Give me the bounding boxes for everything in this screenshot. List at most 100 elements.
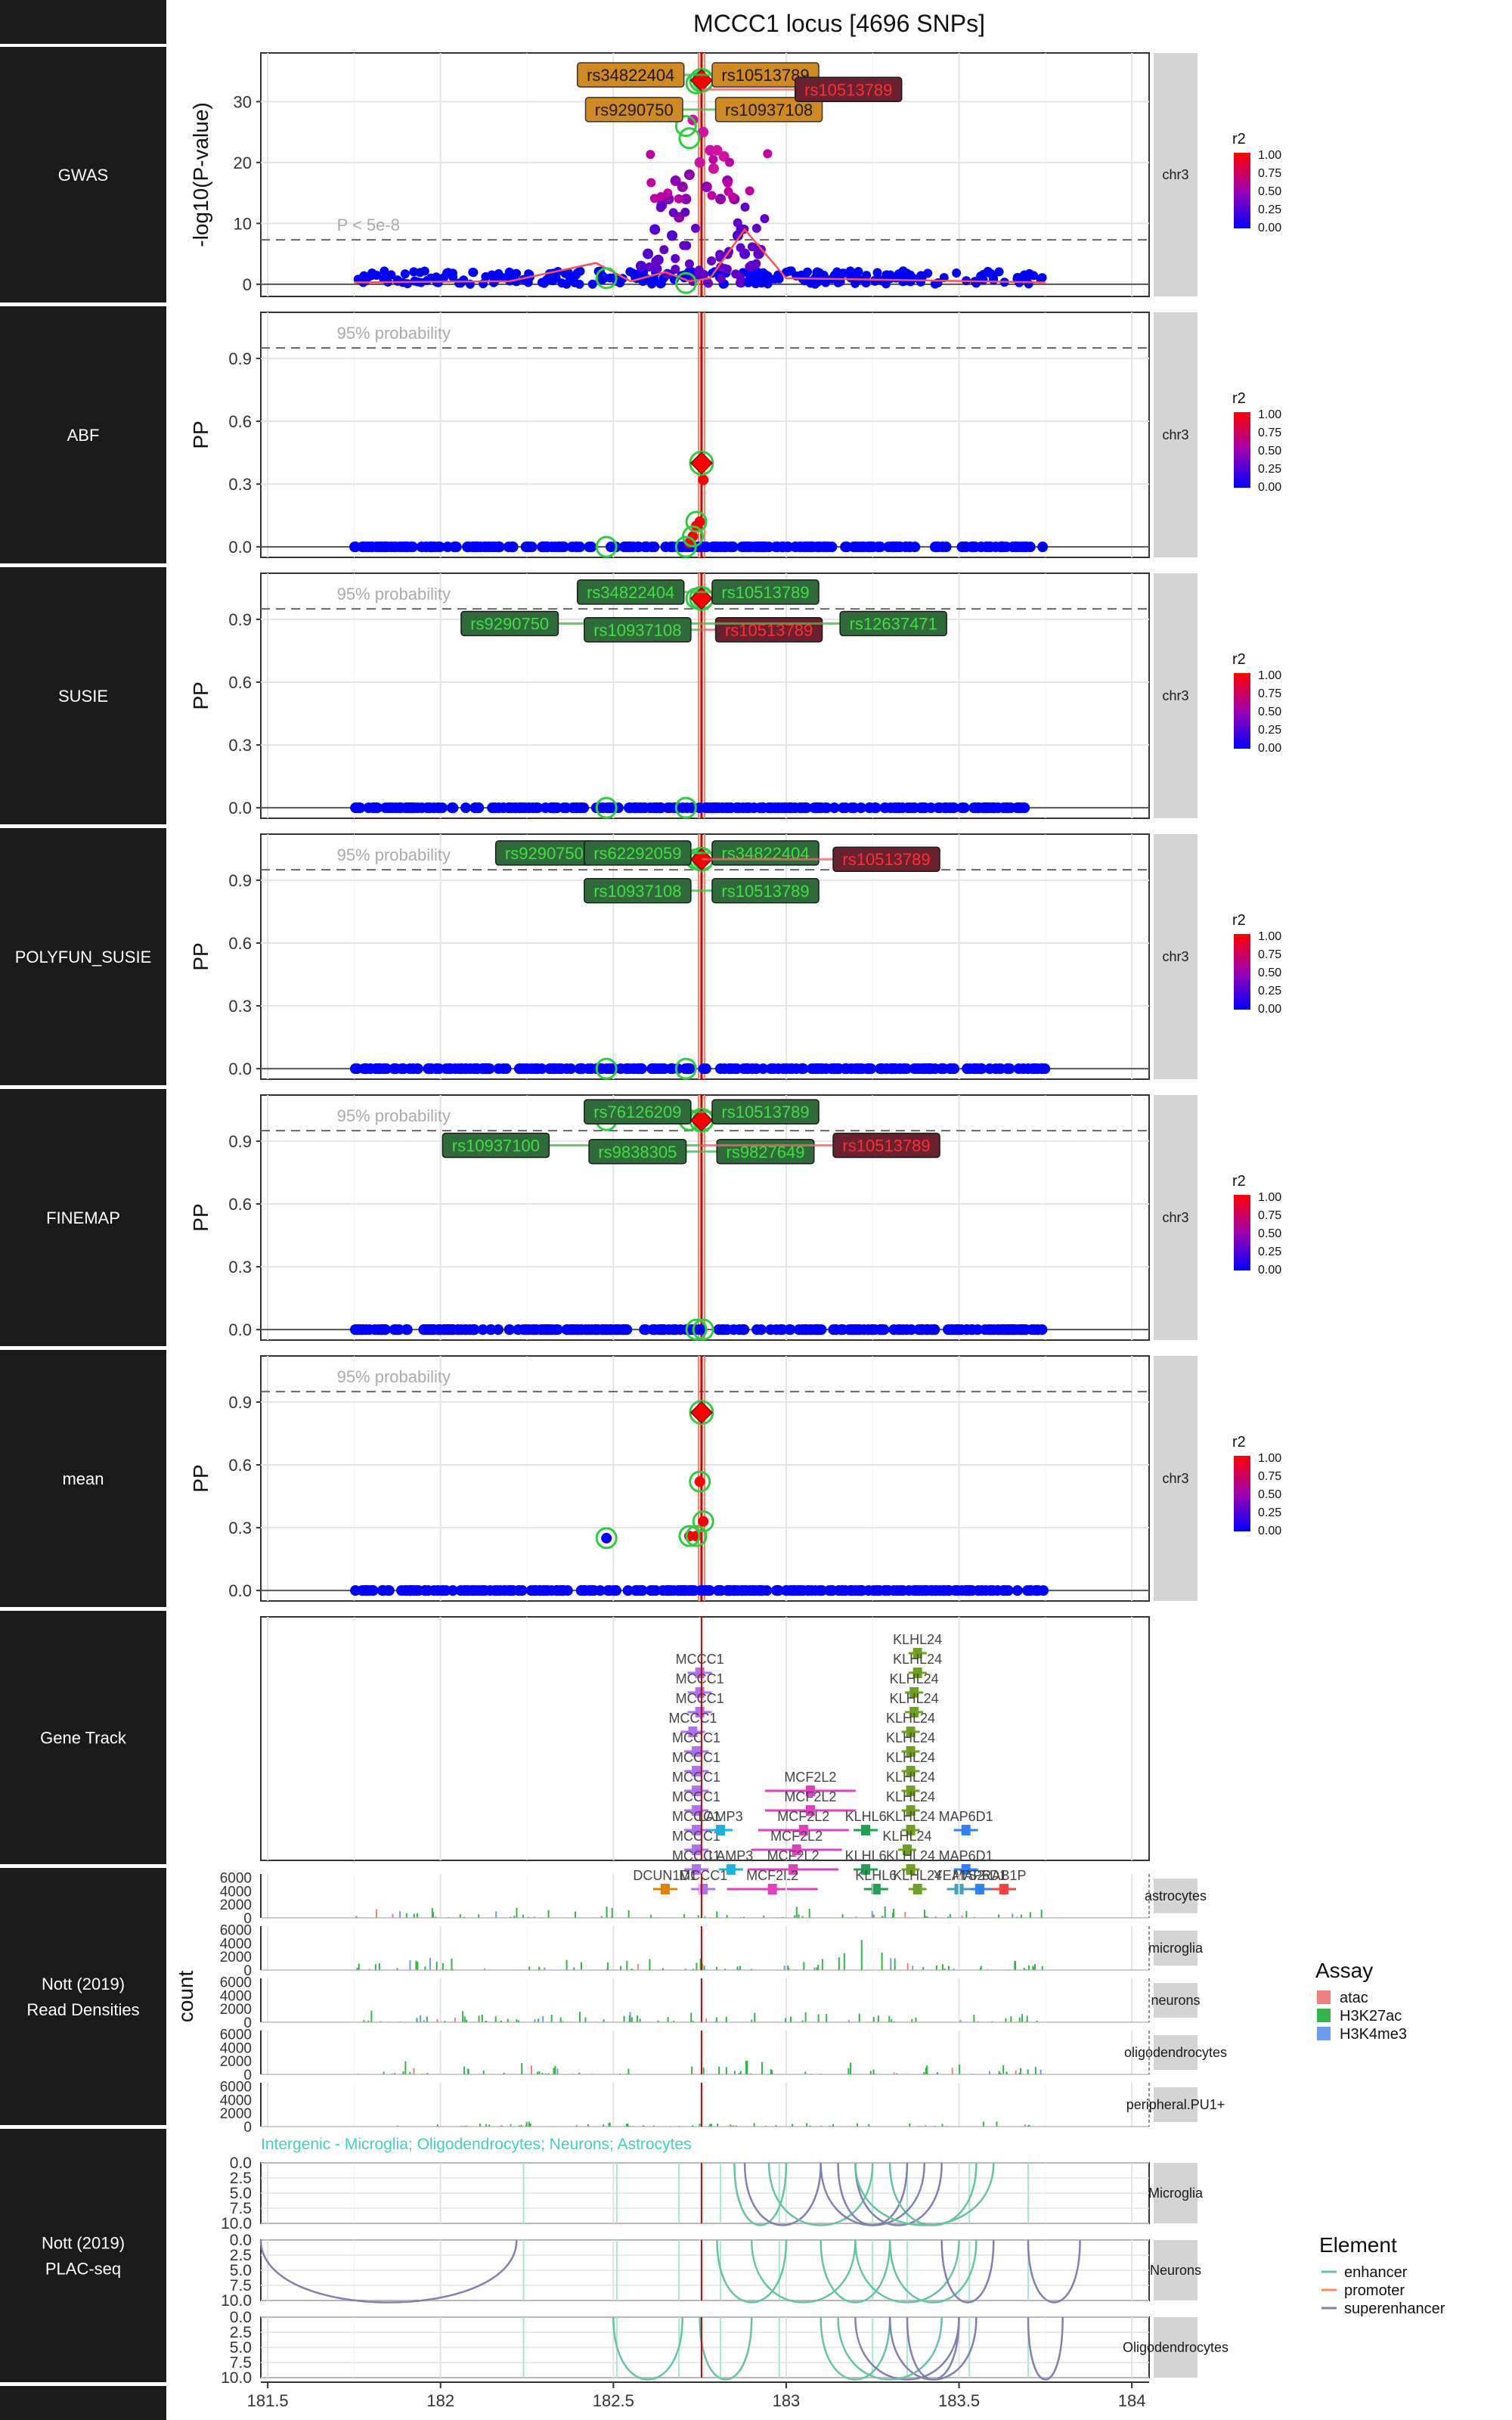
snp-point: [909, 1063, 920, 1075]
gene-exon: [906, 1766, 916, 1776]
snp-point: [813, 802, 824, 814]
y-tick-label: 7.5: [230, 2277, 252, 2294]
gene-label: MCF2L2: [770, 1829, 823, 1844]
snp-point: [656, 191, 666, 201]
snp-point: [979, 1324, 990, 1336]
gene-label: KLHL6: [855, 1868, 897, 1883]
y-tick-label: 6000: [220, 2079, 252, 2095]
gene-label: KLHL24: [893, 1868, 942, 1883]
snp-point: [651, 256, 661, 266]
snp-point: [437, 1585, 448, 1596]
gene-exon: [716, 1825, 726, 1835]
snp-point: [820, 1063, 832, 1075]
snp-point: [814, 1585, 826, 1596]
credible-set-ring: [685, 1525, 708, 1547]
r2-legend-label: 1.00: [1258, 149, 1281, 162]
r2-legend-label: 0.25: [1258, 724, 1281, 737]
y-axis-label: PP: [189, 681, 212, 709]
interaction-arc: [854, 2239, 960, 2304]
snp-point: [795, 541, 806, 553]
x-tick-label: 183.5: [938, 2391, 980, 2410]
panel-strip: [1154, 1879, 1198, 1913]
snp-point: [545, 1324, 556, 1336]
lead-snp-marker: [689, 1109, 713, 1132]
snp-label-text: rs76126209: [593, 1103, 681, 1122]
r2-legend-label: 0.50: [1258, 706, 1281, 718]
snp-point: [453, 1063, 464, 1075]
snp-point: [886, 1063, 897, 1075]
snp-label-text: rs10513789: [721, 1103, 809, 1122]
y-tick-label: 0: [243, 275, 252, 294]
snp-point: [913, 1324, 925, 1336]
snp-point: [358, 1585, 370, 1596]
snp-point: [917, 272, 927, 282]
panel-gene-track: MCCC1 MCCC1 MCCC1 MCCC1 MCCC1 MCCC1 MCCC1 MCCC1…: [260, 1616, 1150, 1894]
gene-exon: [692, 1746, 702, 1757]
snp-point: [500, 1063, 512, 1075]
gene-label: KLHL24: [886, 1711, 935, 1726]
snp-point: [1002, 802, 1013, 814]
y-tick-label: 0.0: [228, 1320, 252, 1339]
snp-point: [773, 1585, 784, 1596]
snp-label: rs10513789: [701, 878, 820, 904]
y-tick-label: 0.3: [228, 475, 252, 494]
snp-point: [424, 1063, 435, 1075]
y-tick-label: 6000: [220, 2027, 252, 2043]
snp-point: [708, 163, 719, 174]
snp-point: [962, 1063, 973, 1075]
snp-point: [736, 243, 745, 253]
snp-point: [725, 157, 735, 167]
strip-label: chr3: [1162, 949, 1188, 964]
snp-point: [803, 267, 813, 277]
snp-point: [899, 1063, 910, 1075]
snp-point: [513, 1324, 524, 1336]
snp-point: [448, 802, 459, 814]
snp-label-box: [832, 1132, 940, 1159]
snp-point: [367, 1585, 379, 1596]
y-tick-label: 0.6: [228, 934, 252, 953]
snp-point: [532, 802, 544, 814]
snp-point: [862, 541, 873, 553]
snp-point: [698, 474, 709, 486]
snp-point: [659, 245, 669, 255]
r2-colorbar: [1234, 1456, 1250, 1531]
snp-point: [829, 802, 840, 814]
snp-point: [861, 278, 871, 288]
y-tick-label: 6000: [220, 1922, 252, 1938]
snp-point: [579, 1585, 590, 1596]
y-tick-label: 5.0: [230, 2185, 252, 2202]
r2-legend-label: 1.00: [1258, 930, 1281, 943]
y-tick-label: 2.5: [230, 2247, 252, 2264]
credible-set-ring: [685, 1318, 708, 1341]
snp-label-text: rs10937108: [593, 882, 681, 901]
snp-point: [823, 1585, 835, 1596]
snp-point: [646, 150, 655, 160]
snp-point: [930, 279, 940, 289]
r2-legend-label: 0.25: [1258, 463, 1281, 476]
panel-finemap: 0.0 0.3 0.6 0.9 PP 95% probability rs76126209 r…: [189, 1094, 1198, 1341]
r2-legend-label: 1.00: [1258, 1452, 1281, 1465]
row-label: Nott (2019): [42, 2234, 125, 2253]
panel-strip: [1154, 1356, 1198, 1601]
snp-point: [632, 541, 643, 553]
y-tick-label: 0.6: [228, 412, 252, 431]
row-label: SUSIE: [58, 687, 108, 706]
panel-strip: [1154, 1983, 1198, 2018]
snp-point: [378, 1585, 389, 1596]
gene-exon: [692, 1766, 702, 1776]
strip-label: chr3: [1162, 688, 1188, 703]
snp-point: [523, 802, 534, 814]
gene-exon: [660, 1884, 670, 1894]
gene-label: KLHL24: [882, 1829, 931, 1844]
snp-point: [952, 1324, 963, 1336]
snp-point: [776, 1324, 788, 1336]
gene-label: MCCC1: [679, 1868, 727, 1883]
snp-point: [547, 1063, 559, 1075]
snp-point: [880, 1585, 891, 1596]
snp-point: [876, 1324, 888, 1336]
y-tick-label: 4000: [220, 1884, 252, 1900]
snp-point: [373, 541, 385, 553]
snp-point: [380, 266, 389, 276]
interaction-arc: [733, 2162, 788, 2226]
r2-legend-label: 1.00: [1258, 408, 1281, 421]
